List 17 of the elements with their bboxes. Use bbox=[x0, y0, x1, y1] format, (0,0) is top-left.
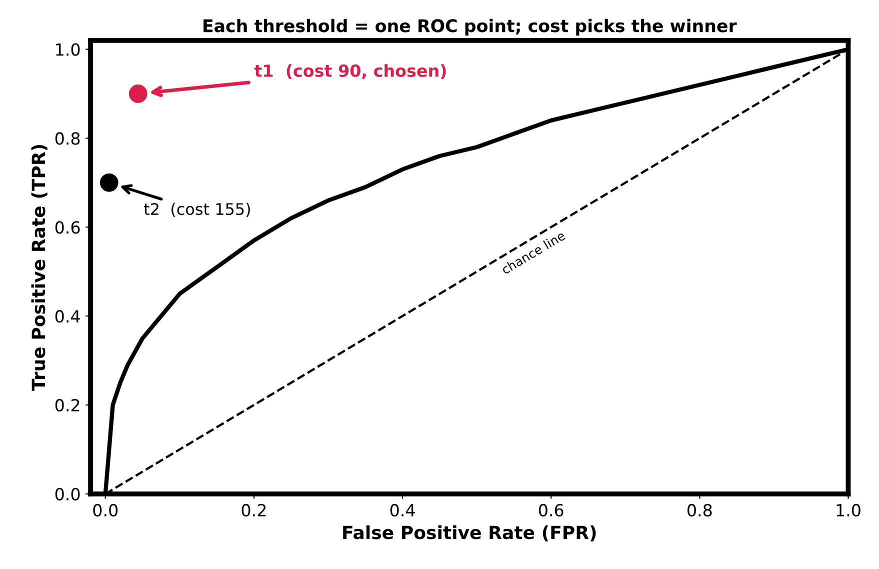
chart-title: Each threshold = one ROC point; cost picks the winner bbox=[204, 18, 737, 36]
y-axis-title: True Positive Rate (TPR) bbox=[31, 144, 48, 391]
x-tick-label: 0.0 bbox=[93, 504, 118, 517]
y-tick-label: 0.2 bbox=[55, 398, 80, 412]
annotation: t2 (cost 155) bbox=[144, 202, 250, 217]
x-tick-label: 1.0 bbox=[836, 504, 860, 517]
y-tick-label: 0.0 bbox=[55, 488, 80, 500]
y-tick-label: 1.0 bbox=[56, 43, 80, 56]
y-tick-label: 0.4 bbox=[55, 310, 80, 323]
x-tick-label: 0.2 bbox=[242, 504, 266, 517]
x-axis-title: False Positive Rate (FPR) bbox=[343, 525, 596, 542]
annotation: t1 (cost 90, chosen) bbox=[254, 64, 446, 80]
x-tick-label: 0.4 bbox=[390, 504, 415, 517]
y-tick-label: 0.8 bbox=[55, 132, 80, 145]
x-tick-label: 0.6 bbox=[538, 504, 564, 517]
x-tick-label: 0.8 bbox=[688, 504, 712, 517]
y-tick-label: 0.6 bbox=[55, 221, 80, 234]
